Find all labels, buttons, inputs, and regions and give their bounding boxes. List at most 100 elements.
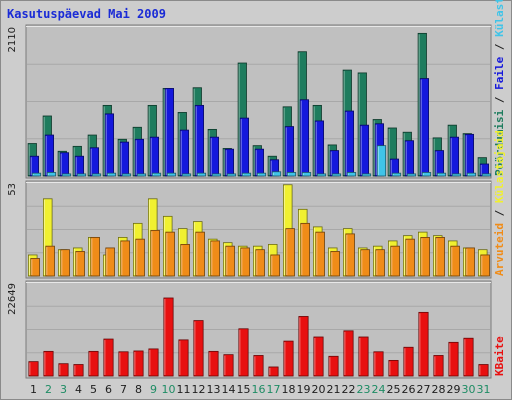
bar-middle-arvuteid-7 xyxy=(120,240,130,277)
bar-bottom-kbaite-18 xyxy=(283,340,294,377)
bar-middle-arvuteid-14 xyxy=(225,245,235,277)
side-label-middle: Arvuteid / Külastajaid xyxy=(493,130,506,276)
chart-title: Kasutuspäevad Mai 2009 xyxy=(7,7,166,21)
x-tick-label-30: 30 xyxy=(462,383,476,396)
bar-top-külastusi-13 xyxy=(211,173,222,177)
bar-middle-arvuteid-3 xyxy=(60,249,70,277)
bar-top-külastusi-26 xyxy=(406,173,417,177)
bar-bottom-kbaite-5 xyxy=(88,350,99,377)
bar-middle-arvuteid-24 xyxy=(375,249,385,277)
bar-middle-arvuteid-11 xyxy=(180,244,190,277)
x-tick-label-10: 10 xyxy=(162,383,176,396)
bar-bottom-kbaite-21 xyxy=(328,355,339,377)
bar-middle-arvuteid-31 xyxy=(480,254,490,277)
bar-middle-arvuteid-4 xyxy=(75,251,85,277)
bar-middle-arvuteid-26 xyxy=(405,238,415,277)
bar-top-külastusi-27 xyxy=(421,172,432,177)
bar-middle-arvuteid-6 xyxy=(105,247,115,277)
bar-top-külastusi-19 xyxy=(301,172,312,177)
x-tick-label-11: 11 xyxy=(177,383,191,396)
y-max-label-middle: 53 xyxy=(7,183,18,196)
bar-middle-arvuteid-29 xyxy=(450,245,460,277)
bar-bottom-kbaite-17 xyxy=(268,366,279,377)
y-max-label-bottom: 22649 xyxy=(7,283,18,315)
x-tick-label-2: 2 xyxy=(45,383,52,396)
bar-top-külastusi-31 xyxy=(481,173,492,177)
bar-top-külastusi-29 xyxy=(451,173,462,177)
bar-bottom-kbaite-8 xyxy=(133,350,144,377)
x-tick-label-19: 19 xyxy=(297,383,311,396)
bar-top-külastusi-7 xyxy=(121,173,132,177)
x-tick-label-18: 18 xyxy=(282,383,296,396)
x-tick-label-1: 1 xyxy=(30,383,37,396)
bar-top-külastusi-11 xyxy=(181,173,192,177)
x-tick-label-29: 29 xyxy=(447,383,461,396)
bar-top-külastusi-15 xyxy=(241,172,252,177)
bar-bottom-kbaite-12 xyxy=(193,320,204,377)
bar-top-külastusi-12 xyxy=(196,172,207,177)
x-tick-label-15: 15 xyxy=(237,383,251,396)
bar-middle-arvuteid-22 xyxy=(345,233,355,277)
bar-middle-arvuteid-25 xyxy=(390,245,400,277)
bar-middle-arvuteid-20 xyxy=(315,231,325,277)
side-label-top: Pöördumisi / Faile / Külastusi xyxy=(493,0,506,176)
bar-top-külastusi-28 xyxy=(436,172,447,177)
bar-bottom-kbaite-4 xyxy=(73,364,84,377)
bar-top-külastusi-25 xyxy=(391,172,402,177)
bar-middle-arvuteid-2 xyxy=(45,245,55,277)
bar-bottom-kbaite-13 xyxy=(208,350,219,377)
x-tick-label-27: 27 xyxy=(417,383,431,396)
bar-bottom-kbaite-10 xyxy=(163,297,174,377)
x-tick-label-20: 20 xyxy=(312,383,326,396)
bar-bottom-kbaite-1 xyxy=(28,361,39,377)
bar-bottom-kbaite-2 xyxy=(43,350,54,377)
bar-bottom-kbaite-25 xyxy=(388,359,399,377)
x-tick-label-23: 23 xyxy=(357,383,371,396)
bar-middle-arvuteid-19 xyxy=(300,222,310,277)
bar-bottom-kbaite-22 xyxy=(343,330,354,377)
x-tick-label-31: 31 xyxy=(477,383,491,396)
bar-middle-arvuteid-16 xyxy=(255,249,265,277)
bar-top-külastusi-8 xyxy=(136,173,147,177)
x-tick-label-24: 24 xyxy=(372,383,386,396)
bar-middle-arvuteid-12 xyxy=(195,231,205,277)
bar-bottom-kbaite-29 xyxy=(448,341,459,377)
label-separator: / xyxy=(493,37,506,57)
bar-bottom-kbaite-7 xyxy=(118,351,129,377)
bar-middle-arvuteid-10 xyxy=(165,231,175,277)
bar-top-külastusi-6 xyxy=(106,172,117,177)
bar-bottom-kbaite-19 xyxy=(298,316,309,377)
bar-bottom-kbaite-14 xyxy=(223,354,234,377)
bar-middle-arvuteid-13 xyxy=(210,240,220,277)
x-tick-label-12: 12 xyxy=(192,383,206,396)
bar-top-külastusi-1 xyxy=(31,172,42,177)
x-tick-label-6: 6 xyxy=(105,383,112,396)
bar-bottom-kbaite-20 xyxy=(313,336,324,377)
bar-bottom-kbaite-3 xyxy=(58,363,69,377)
bar-bottom-kbaite-31 xyxy=(478,364,489,377)
bar-bottom-kbaite-27 xyxy=(418,311,429,377)
y-max-label-top: 2110 xyxy=(7,27,18,52)
bar-top-külastusi-23 xyxy=(361,173,372,177)
bar-bottom-kbaite-24 xyxy=(373,351,384,377)
bar-top-külastusi-5 xyxy=(91,173,102,177)
bar-middle-arvuteid-27 xyxy=(420,236,430,277)
series-label-külastusi: Külastusi xyxy=(493,0,506,37)
x-tick-label-17: 17 xyxy=(267,383,281,396)
x-tick-label-25: 25 xyxy=(387,383,401,396)
x-tick-label-7: 7 xyxy=(120,383,127,396)
bar-top-külastusi-22 xyxy=(346,172,357,177)
x-tick-label-4: 4 xyxy=(75,383,82,396)
bar-bottom-kbaite-16 xyxy=(253,355,264,377)
bar-top-külastusi-4 xyxy=(76,173,87,177)
bar-top-külastusi-30 xyxy=(466,172,477,177)
side-label-bottom: KBaite xyxy=(493,336,506,376)
bar-top-külastusi-9 xyxy=(151,172,162,177)
bar-bottom-kbaite-23 xyxy=(358,336,369,377)
bar-top-külastusi-20 xyxy=(316,173,327,177)
bar-bottom-kbaite-30 xyxy=(463,337,474,377)
bar-bottom-kbaite-28 xyxy=(433,355,444,377)
x-tick-label-26: 26 xyxy=(402,383,416,396)
x-tick-label-3: 3 xyxy=(60,383,67,396)
